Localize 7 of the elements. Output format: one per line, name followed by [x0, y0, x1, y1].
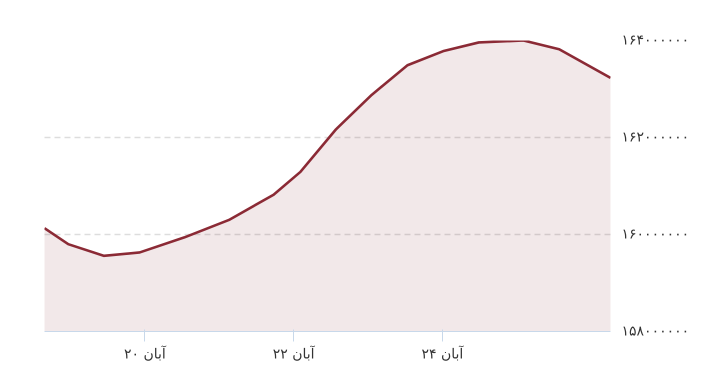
x-tick-label: ۲۰ آبان: [124, 344, 167, 362]
y-tick-label: ۱۵۸۰۰۰۰۰۰: [622, 324, 690, 340]
y-tick-label: ۱۶۲۰۰۰۰۰۰: [622, 130, 690, 146]
x-tick-label: ۲۴ آبان: [422, 344, 464, 362]
y-tick-label: ۱۶۴۰۰۰۰۰۰: [622, 32, 690, 48]
x-tick-label: ۲۲ آبان: [272, 344, 316, 362]
y-tick-label: ۱۶۰۰۰۰۰۰۰: [622, 226, 690, 242]
